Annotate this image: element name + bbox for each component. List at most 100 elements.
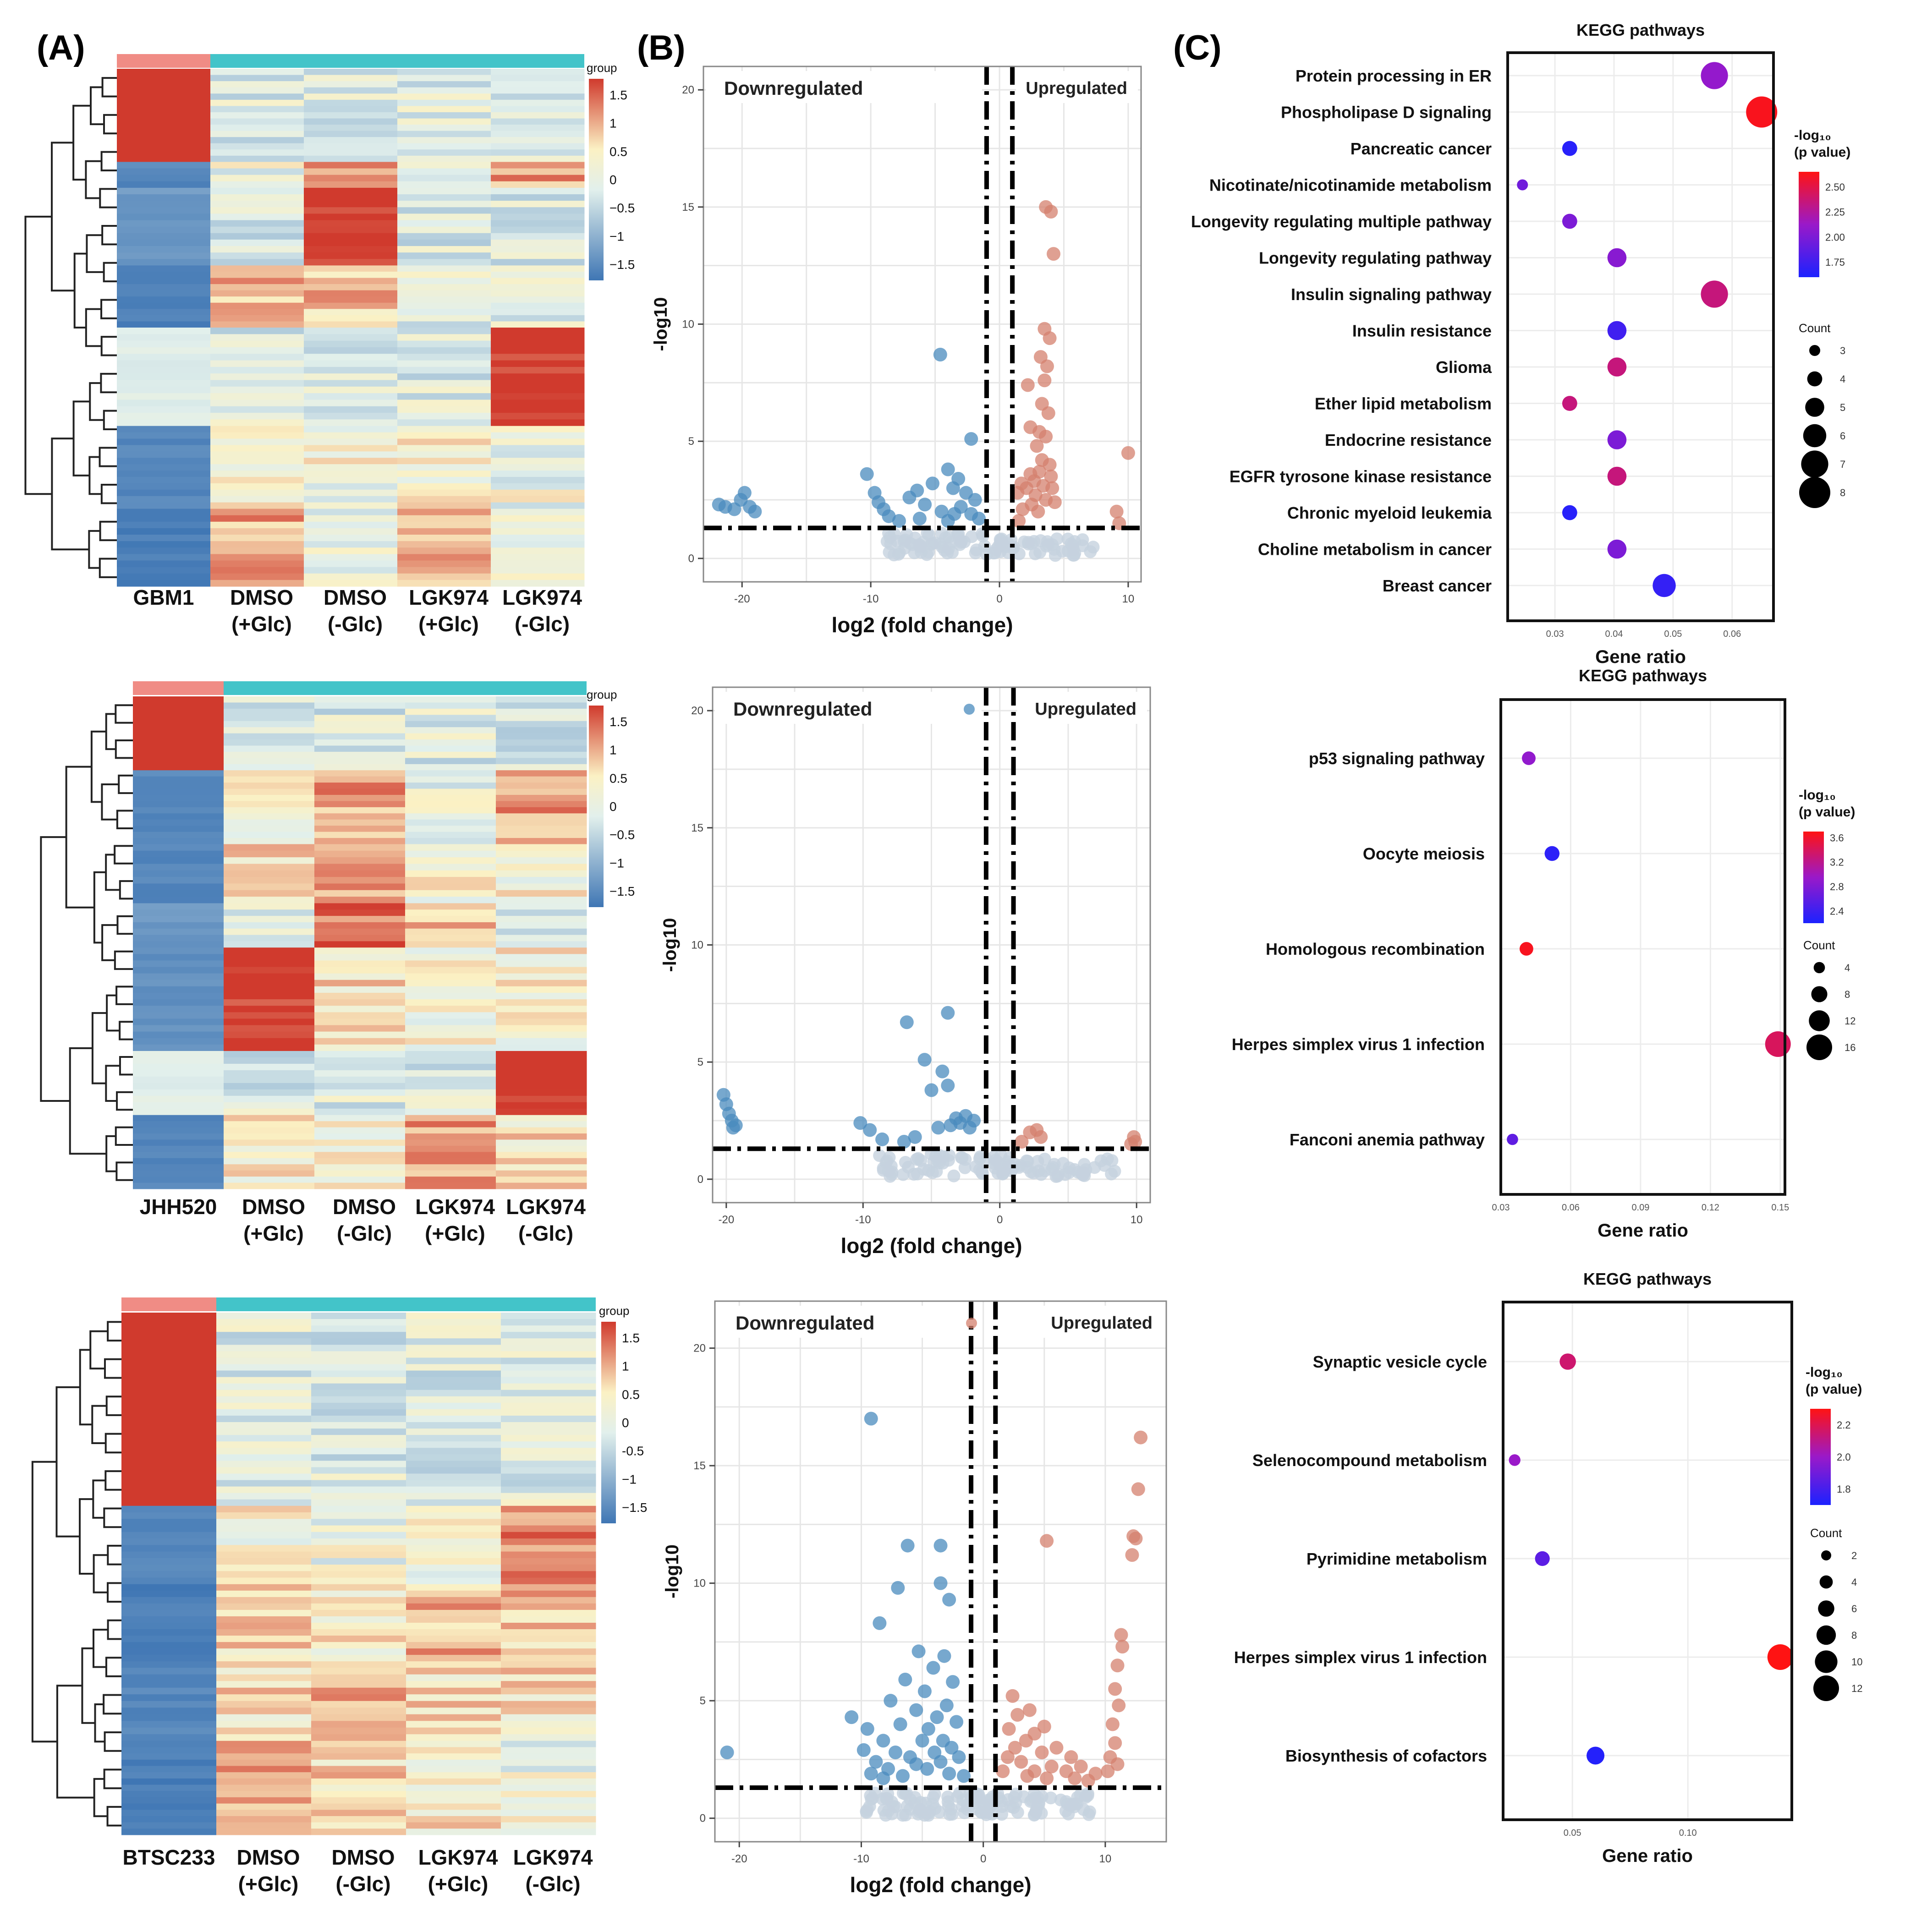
heatmap-cell	[304, 489, 398, 497]
heatmap-cell	[496, 986, 587, 993]
kegg-bubble	[1544, 846, 1560, 861]
heatmap-cell	[405, 980, 496, 987]
heatmap-cell	[491, 373, 585, 381]
heatmap-cell	[224, 801, 315, 808]
heatmap-cell	[311, 1791, 406, 1798]
heatmap-cell	[210, 580, 304, 587]
heatmap-cell	[406, 1357, 501, 1364]
volcano-point-down	[935, 1064, 950, 1078]
heatmap-cell	[121, 1797, 217, 1804]
heatmap-cell	[210, 239, 304, 246]
heatmap-cell	[121, 1525, 217, 1532]
heatmap-cell	[496, 807, 587, 814]
volcano-point-up	[1115, 1640, 1130, 1654]
heatmap-cell	[311, 1616, 406, 1623]
heatmap-cell	[311, 1448, 406, 1455]
volcano-point-ns	[922, 1164, 935, 1177]
heatmap-cell	[304, 99, 398, 106]
heatmap-cell	[491, 201, 585, 208]
x-tick-label: 0.12	[1702, 1203, 1719, 1213]
heatmap-cell	[133, 960, 224, 968]
heatmap-cell	[304, 220, 398, 227]
heatmap-cell	[501, 1721, 596, 1728]
x-tick-label: 0.06	[1562, 1203, 1580, 1213]
dendrogram-branch	[115, 739, 133, 759]
heatmap-cell	[311, 1461, 406, 1467]
heatmap-cell	[210, 233, 304, 240]
volcano-point-down	[853, 1116, 867, 1130]
size-legend-tick: 16	[1845, 1042, 1856, 1053]
heatmap-cell	[304, 567, 398, 574]
heatmap-cell	[314, 795, 406, 801]
heatmap-cell	[491, 246, 585, 253]
heatmap-cell	[216, 1473, 312, 1481]
heatmap-cell	[121, 1687, 217, 1695]
dendrogram-branch	[99, 558, 117, 578]
heatmap-cell	[216, 1766, 312, 1773]
volcano-point-down	[915, 1734, 929, 1748]
heatmap-cell	[133, 733, 224, 740]
heatmap-cell	[397, 278, 491, 285]
heat-legend-tick: 1.5	[609, 715, 627, 729]
heatmap-cell	[491, 194, 585, 201]
size-legend-dot	[1801, 450, 1828, 478]
dendrogram-branch	[104, 1433, 121, 1454]
volcano-point-down	[892, 514, 906, 528]
heatmap-cell	[496, 1018, 587, 1026]
volcano-point-up	[1010, 1708, 1025, 1722]
x-tick-label: 10	[1122, 593, 1135, 605]
heatmap-cell	[210, 290, 304, 297]
heatmap-cell	[501, 1390, 596, 1397]
heatmap-cell	[133, 702, 224, 709]
heatmap-cell	[121, 1747, 217, 1754]
heatmap-cell	[216, 1694, 312, 1702]
heatmap-cell	[216, 1422, 312, 1429]
dendrogram-branch	[99, 520, 117, 542]
kegg-pathway-label: Endocrine resistance	[1325, 431, 1492, 449]
heatmap-cell	[117, 93, 211, 100]
heatmap-cell	[133, 751, 224, 758]
heatmap-cell	[405, 758, 496, 765]
x-tick-label: -20	[734, 593, 750, 605]
heatmap-cell	[397, 367, 491, 374]
dendrogram-branch	[89, 86, 104, 126]
heatmap-cell	[397, 187, 491, 195]
heatmap-cell	[210, 162, 304, 169]
volcano-point-ns	[907, 1168, 921, 1181]
heatmap-cell	[501, 1422, 596, 1429]
heatmap-cell	[496, 954, 587, 961]
heatmap-cell	[216, 1590, 312, 1598]
heatmap-cell	[491, 69, 585, 76]
size-legend-dot	[1818, 1600, 1834, 1617]
kegg-frame	[1499, 698, 1786, 1196]
heatmap-cell	[133, 770, 224, 777]
heatmap-cell	[397, 118, 491, 125]
volcano-point-down	[933, 1576, 948, 1590]
heatmap-cell	[133, 1108, 224, 1116]
heatmap-cell	[121, 1721, 217, 1728]
heatmap-cell	[304, 149, 398, 156]
dendrogram-branch	[107, 1544, 121, 1565]
heatmap-cell	[397, 554, 491, 561]
heatmap-cell	[406, 1558, 501, 1565]
heatmap-cell	[501, 1525, 596, 1532]
heatmap-cell	[210, 118, 304, 125]
heatmap-cell	[397, 321, 491, 328]
heatmap-cell	[496, 973, 587, 980]
heatmap-cell	[117, 220, 211, 227]
heatmap-cell	[406, 1584, 501, 1591]
heatmap-cell	[117, 406, 211, 413]
heatmap-cell	[496, 1006, 587, 1013]
heatmap-cell	[133, 973, 224, 980]
heatmap-cell	[501, 1558, 596, 1565]
heatmap-cell	[491, 464, 585, 471]
heatmap-cell	[405, 751, 496, 758]
heatmap-cell	[216, 1797, 312, 1804]
heatmap-cell	[397, 483, 491, 490]
heatmap-cell	[304, 476, 398, 484]
heatmap-cell	[405, 715, 496, 722]
heatmap-cell	[117, 149, 211, 156]
heatmap-cell	[216, 1609, 312, 1617]
dendrogram-branch	[101, 77, 117, 98]
